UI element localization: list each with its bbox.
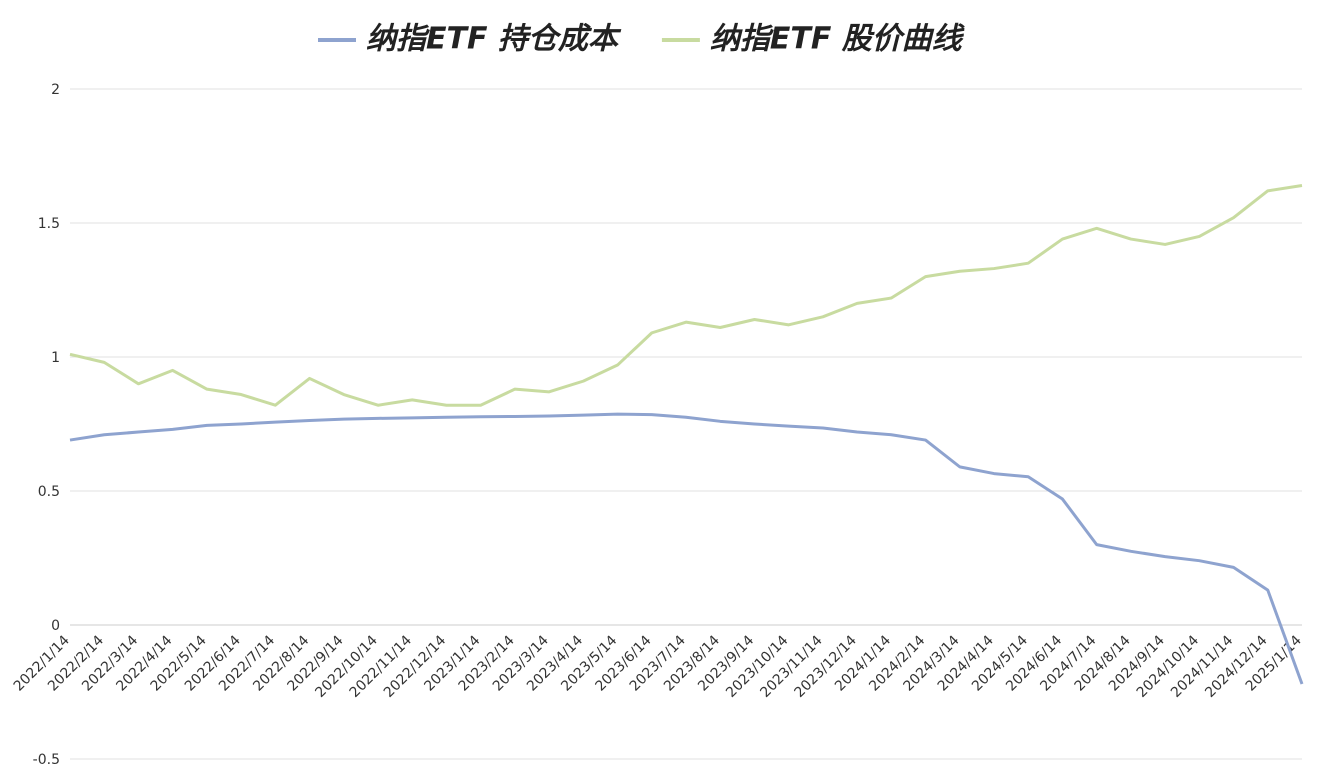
series-line xyxy=(69,412,1304,685)
y-tick-label: 1.5 xyxy=(38,216,60,232)
series-line xyxy=(69,183,1303,407)
y-tick-label: 2 xyxy=(51,82,60,98)
y-tick-label: 0.5 xyxy=(38,484,60,500)
y-tick-label: -0.5 xyxy=(33,752,60,768)
y-tick-label: 1 xyxy=(51,350,60,366)
legend-label: 纳指ETF 股价曲线 xyxy=(710,22,966,57)
legend-label: 纳指ETF 持仓成本 xyxy=(366,22,622,57)
y-tick-label: 0 xyxy=(51,618,60,634)
